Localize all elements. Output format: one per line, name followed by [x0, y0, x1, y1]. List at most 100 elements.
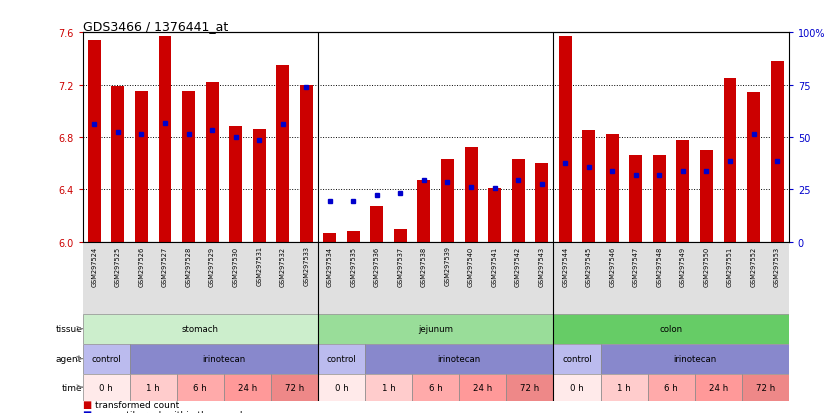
Bar — [605, 135, 619, 242]
Bar — [695, 374, 742, 401]
Text: 0 h: 0 h — [570, 383, 584, 392]
Text: GSM297524: GSM297524 — [92, 246, 97, 286]
Bar — [394, 229, 407, 242]
Text: irinotecan: irinotecan — [202, 354, 245, 363]
Text: GSM297549: GSM297549 — [680, 246, 686, 286]
Bar — [276, 66, 289, 242]
Bar — [724, 79, 737, 242]
Text: GSM297531: GSM297531 — [256, 246, 262, 286]
Text: 24 h: 24 h — [238, 383, 257, 392]
Text: 0 h: 0 h — [99, 383, 113, 392]
Bar — [558, 37, 572, 242]
Text: GSM297533: GSM297533 — [303, 246, 309, 286]
Bar — [88, 41, 101, 242]
Text: GSM297546: GSM297546 — [610, 246, 615, 286]
Bar — [771, 62, 784, 242]
Bar — [135, 92, 148, 242]
Bar — [553, 344, 601, 374]
Text: GSM297537: GSM297537 — [397, 246, 403, 286]
Text: 1 h: 1 h — [146, 383, 160, 392]
Bar — [271, 374, 318, 401]
Bar — [206, 83, 219, 242]
Bar — [582, 131, 596, 242]
Bar — [130, 344, 318, 374]
Bar — [601, 374, 648, 401]
Text: irinotecan: irinotecan — [438, 354, 481, 363]
Bar — [488, 189, 501, 242]
Text: GSM297528: GSM297528 — [186, 246, 192, 286]
Text: GSM297547: GSM297547 — [633, 246, 638, 286]
Bar — [370, 207, 383, 242]
Bar — [742, 374, 789, 401]
Text: GSM297542: GSM297542 — [515, 246, 521, 286]
Bar — [318, 374, 365, 401]
Text: 0 h: 0 h — [335, 383, 349, 392]
Bar — [224, 374, 271, 401]
Text: control: control — [562, 354, 592, 363]
Text: 24 h: 24 h — [473, 383, 492, 392]
Bar — [253, 130, 266, 242]
Text: GSM297526: GSM297526 — [139, 246, 145, 286]
Bar — [159, 37, 172, 242]
Text: 72 h: 72 h — [756, 383, 775, 392]
Bar — [511, 160, 525, 242]
Bar — [506, 374, 553, 401]
Text: GSM297543: GSM297543 — [539, 246, 544, 286]
Bar — [553, 314, 789, 344]
Text: GSM297545: GSM297545 — [586, 246, 591, 286]
Bar — [417, 181, 430, 242]
Bar — [365, 374, 412, 401]
Text: GSM297553: GSM297553 — [774, 246, 780, 286]
Text: ■: ■ — [83, 399, 92, 409]
Text: GSM297539: GSM297539 — [444, 246, 450, 286]
Text: GDS3466 / 1376441_at: GDS3466 / 1376441_at — [83, 20, 228, 33]
Text: GSM297525: GSM297525 — [115, 246, 121, 286]
Text: jejunum: jejunum — [418, 324, 453, 333]
Text: 6 h: 6 h — [193, 383, 207, 392]
Bar — [629, 156, 643, 242]
Bar — [83, 344, 130, 374]
Text: GSM297536: GSM297536 — [374, 246, 380, 286]
Bar — [130, 374, 177, 401]
Text: 1 h: 1 h — [382, 383, 396, 392]
Text: GSM297530: GSM297530 — [233, 246, 239, 286]
Bar — [177, 374, 224, 401]
Bar — [459, 374, 506, 401]
Text: GSM297550: GSM297550 — [704, 246, 710, 286]
Bar — [83, 374, 130, 401]
Text: 24 h: 24 h — [709, 383, 728, 392]
Text: GSM297540: GSM297540 — [468, 246, 474, 286]
Text: GSM297551: GSM297551 — [727, 246, 733, 286]
Bar — [318, 344, 365, 374]
Text: agent: agent — [56, 354, 82, 363]
Bar — [535, 164, 548, 242]
Text: ■: ■ — [83, 409, 92, 413]
Text: 6 h: 6 h — [429, 383, 443, 392]
Text: 72 h: 72 h — [285, 383, 304, 392]
Text: GSM297538: GSM297538 — [421, 246, 427, 286]
Bar — [412, 374, 459, 401]
Text: irinotecan: irinotecan — [673, 354, 716, 363]
Text: GSM297535: GSM297535 — [350, 246, 356, 286]
Text: GSM297534: GSM297534 — [327, 246, 333, 286]
Bar — [182, 92, 195, 242]
Bar — [648, 374, 695, 401]
Bar — [318, 314, 553, 344]
Bar — [441, 160, 454, 242]
Bar — [300, 85, 313, 242]
Text: tissue: tissue — [55, 324, 82, 333]
Text: GSM297544: GSM297544 — [563, 246, 568, 286]
Text: GSM297529: GSM297529 — [209, 246, 215, 286]
Bar — [365, 344, 553, 374]
Bar — [700, 151, 713, 242]
Bar — [323, 233, 336, 242]
Bar — [464, 148, 477, 242]
Text: GSM297532: GSM297532 — [280, 246, 286, 286]
Bar — [676, 140, 690, 242]
Bar — [347, 232, 360, 242]
Bar — [653, 156, 666, 242]
Text: 1 h: 1 h — [617, 383, 631, 392]
Bar — [112, 87, 125, 242]
Bar — [229, 127, 242, 242]
Text: control: control — [91, 354, 121, 363]
